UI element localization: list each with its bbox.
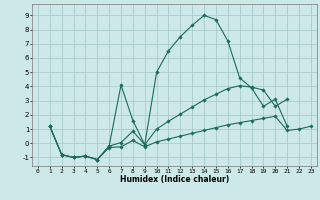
X-axis label: Humidex (Indice chaleur): Humidex (Indice chaleur) [120, 175, 229, 184]
